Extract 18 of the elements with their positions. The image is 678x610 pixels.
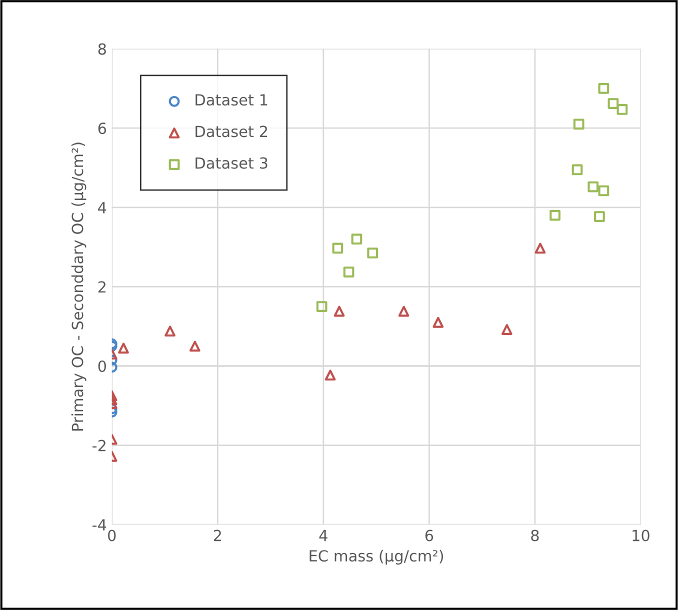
y-tick-label: -4 <box>92 519 106 530</box>
y-axis-title: Primary OC - Seconddary OC (µg/cm²) <box>71 142 86 431</box>
legend-label: Dataset 3 <box>196 157 268 169</box>
x-tick-label: 6 <box>425 530 434 542</box>
x-tick-label: 4 <box>319 530 328 542</box>
x-tick-label: 0 <box>108 530 116 542</box>
x-tick-label: 10 <box>632 530 650 542</box>
y-tick-label: 4 <box>98 202 106 214</box>
y-tick-label: 8 <box>98 43 106 55</box>
y-tick-label: 6 <box>98 122 106 134</box>
x-tick-label: 2 <box>214 530 221 542</box>
legend-label: Dataset 1 <box>196 94 268 106</box>
y-tick-label: 2 <box>98 281 106 293</box>
y-tick-label: -2 <box>92 440 106 452</box>
x-tick-label: 8 <box>531 530 539 542</box>
x-axis-title: EC mass (µg/cm²) <box>310 550 444 565</box>
legend-label: Dataset 2 <box>196 126 268 138</box>
y-tick-label: 0 <box>98 360 106 372</box>
